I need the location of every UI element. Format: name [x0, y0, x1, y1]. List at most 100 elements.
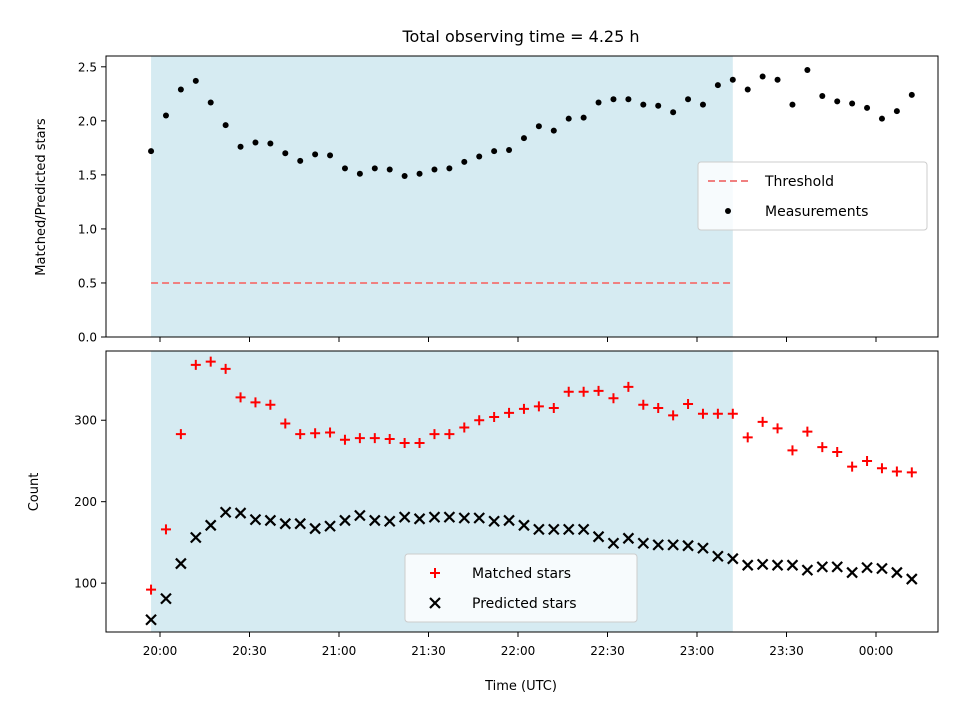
matched-star-point — [742, 432, 753, 443]
measurement-point — [535, 123, 542, 130]
matched-star-point — [578, 386, 589, 397]
predicted-star-point — [697, 542, 709, 554]
legend-label: Measurements — [765, 204, 868, 220]
legend-box — [697, 161, 928, 231]
matched-star-point — [518, 403, 529, 414]
measurement-point — [565, 115, 572, 122]
x-tick-label: 23:30 — [769, 644, 804, 658]
measurement-point — [297, 157, 304, 164]
x-tick-label: 21:00 — [322, 644, 357, 658]
predicted-star-point — [518, 519, 530, 532]
predicted-star-point — [369, 514, 381, 527]
measurement-point — [162, 112, 169, 119]
predicted-star-point — [324, 520, 336, 532]
measurement-point — [625, 96, 632, 103]
predicted-star-point — [592, 530, 605, 543]
x-tick-label: 20:30 — [232, 644, 267, 658]
predicted-star-point — [533, 523, 545, 536]
measurement-point — [416, 170, 423, 177]
predicted-star-point — [906, 573, 918, 585]
predicted-star-point — [160, 592, 172, 605]
matched-star-point — [414, 438, 425, 449]
predicted-star-point — [204, 519, 217, 532]
matched-star-point — [235, 392, 246, 403]
legend: Threshold Measurements — [697, 161, 928, 231]
predicted-star-point — [637, 537, 650, 549]
legend-measurement-swatch — [725, 208, 731, 214]
predicted-star-point — [741, 559, 754, 571]
measurement-point — [699, 101, 706, 108]
x-tick-label: 22:30 — [590, 644, 625, 658]
measurement-point — [685, 96, 692, 103]
predicted-star-point — [622, 532, 635, 545]
measurement-point — [893, 108, 900, 115]
predicted-star-point — [458, 512, 471, 524]
matched-star-point — [444, 429, 455, 440]
predicted-star-point — [383, 515, 396, 528]
matched-star-point — [847, 461, 858, 472]
y-tick-label: 0.0 — [78, 331, 97, 345]
legend-predicted-swatch — [429, 597, 441, 609]
predicted-star-point — [562, 523, 575, 536]
y-tick-label: 2.0 — [78, 114, 97, 128]
measurement-point — [834, 98, 841, 105]
legend: Matched stars Predicted stars — [404, 553, 638, 623]
measurement-point — [222, 122, 229, 129]
predicted-star-point — [846, 566, 858, 579]
matched-star-point — [190, 359, 201, 370]
y-tick-label: 1.0 — [78, 222, 97, 236]
measurement-point — [177, 86, 184, 93]
matched-star-point — [489, 411, 500, 422]
matched-star-point — [265, 399, 276, 410]
observing-window-shade — [151, 56, 733, 337]
predicted-star-point — [891, 566, 903, 579]
measurement-point — [252, 139, 259, 146]
measurement-point — [356, 170, 363, 177]
x-tick-label: 00:00 — [859, 644, 894, 658]
y-tick-label: 2.5 — [78, 60, 97, 74]
matched-star-point — [593, 385, 604, 396]
predicted-star-point — [801, 564, 814, 576]
matched-star-point — [623, 381, 634, 392]
measurement-point — [610, 96, 617, 103]
predicted-star-point — [727, 552, 739, 565]
legend-label: Threshold — [764, 174, 834, 190]
legend-label: Matched stars — [472, 566, 571, 582]
measurement-point — [267, 140, 274, 147]
matched-star-point — [220, 363, 231, 374]
predicted-star-point — [279, 517, 292, 530]
legend-label: Predicted stars — [472, 596, 577, 612]
x-tick-label: 23:00 — [680, 644, 715, 658]
matched-star-point — [727, 408, 738, 419]
measurement-point — [640, 101, 647, 108]
predicted-star-point — [756, 558, 769, 571]
measurement-point — [327, 152, 334, 159]
predicted-star-point — [816, 561, 829, 573]
x-tick-label: 22:00 — [501, 644, 536, 658]
predicted-star-point — [607, 537, 620, 549]
matched-star-point — [876, 463, 887, 474]
matched-star-point — [668, 410, 679, 421]
measurement-point — [476, 153, 483, 160]
predicted-star-point — [309, 522, 321, 535]
y-tick-label: 200 — [74, 495, 97, 509]
axes-frame — [105, 350, 939, 633]
measurement-point — [371, 165, 378, 172]
measurement-point — [789, 101, 796, 108]
predicted-star-point — [786, 559, 799, 571]
measurement-point — [550, 127, 557, 134]
matched-star-point — [384, 433, 395, 444]
axes-frame — [105, 55, 939, 338]
measurement-point — [864, 104, 871, 111]
matched-star-point — [175, 429, 186, 440]
predicted-star-point — [488, 515, 500, 528]
predicted-star-point — [145, 614, 157, 626]
matched-star-point — [712, 408, 723, 419]
measurement-point — [744, 86, 751, 93]
measurement-point — [506, 147, 513, 154]
matched-star-point — [160, 524, 171, 535]
matched-star-point — [295, 429, 306, 440]
predicted-star-point — [190, 531, 202, 544]
matched-star-point — [146, 584, 157, 595]
matched-star-point — [817, 442, 828, 453]
